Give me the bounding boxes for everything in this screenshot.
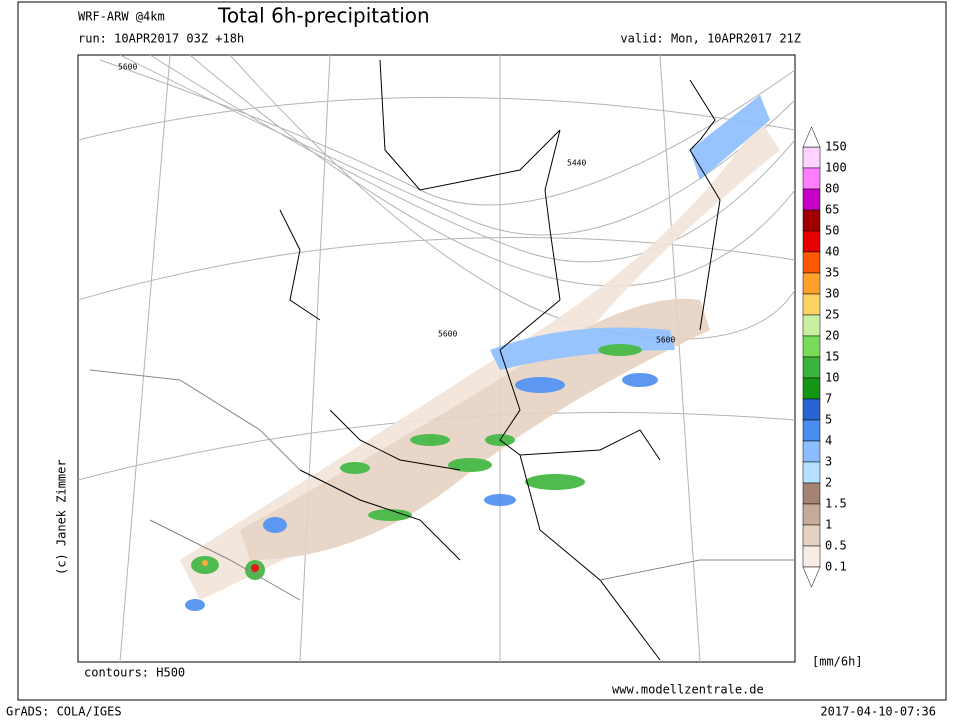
- legend-swatch: [802, 314, 821, 337]
- legend-label: 3: [825, 455, 832, 469]
- contour-label: 5600: [438, 330, 457, 339]
- legend-label: 35: [825, 266, 839, 280]
- software: GrADS: COLA/IGES: [6, 705, 122, 719]
- copyright: (c) Janek Zimmer: [55, 459, 69, 575]
- model-name: WRF-ARW @4km: [78, 10, 165, 24]
- map: 5600 5440 5600 5600: [77, 54, 796, 663]
- legend-swatch: [802, 377, 821, 400]
- legend-label: 40: [825, 245, 839, 259]
- legend-swatch: [802, 524, 821, 547]
- legend-swatch: [802, 356, 821, 379]
- legend-label: 65: [825, 203, 839, 217]
- valid-info: valid: Mon, 10APR2017 21Z: [620, 32, 801, 46]
- contour-label: 5600: [118, 63, 137, 72]
- legend-swatch: [802, 398, 821, 421]
- legend-swatch: [802, 146, 821, 169]
- legend-label: 10: [825, 371, 839, 385]
- legend-swatch: [802, 440, 821, 463]
- legend-label: 50: [825, 224, 839, 238]
- legend-arrow-bottom: [802, 566, 821, 588]
- title: Total 6h-precipitation: [217, 4, 430, 28]
- legend-label: 1: [825, 518, 832, 532]
- legend-swatch: [802, 230, 821, 253]
- contour-label: 5600: [656, 336, 675, 345]
- legend-swatch: [802, 272, 821, 295]
- legend-label: 1.5: [825, 497, 847, 511]
- legend-label: 20: [825, 329, 839, 343]
- frame: [17, 1, 947, 701]
- legend-swatch: [802, 188, 821, 211]
- legend-label: 150: [825, 140, 847, 154]
- legend-label: 0.1: [825, 560, 847, 574]
- legend-swatch: [802, 503, 821, 526]
- legend-swatch: [802, 251, 821, 274]
- timestamp: 2017-04-10-07:36: [820, 705, 936, 719]
- legend-swatch: [802, 167, 821, 190]
- legend-label: 5: [825, 413, 832, 427]
- legend-label: 80: [825, 182, 839, 196]
- legend-swatch: [802, 461, 821, 484]
- legend-label: 15: [825, 350, 839, 364]
- legend-label: 100: [825, 161, 847, 175]
- legend-swatch: [802, 545, 821, 568]
- legend-swatch: [802, 293, 821, 316]
- contours-note: contours: H500: [84, 666, 185, 680]
- legend: 150 100 80 65 50 40 35 30 25 20 15 10 7 5 4 3 2 1.5 1 0.5 0.…: [802, 126, 847, 588]
- legend-label: 4: [825, 434, 832, 448]
- legend-arrow-top: [802, 126, 821, 148]
- legend-label: 0.5: [825, 539, 847, 553]
- legend-swatch: [802, 482, 821, 505]
- unit: [mm/6h]: [812, 655, 863, 669]
- run-info: run: 10APR2017 03Z +18h: [78, 32, 244, 46]
- legend-label: 25: [825, 308, 839, 322]
- legend-label: 7: [825, 392, 832, 406]
- legend-swatch: [802, 335, 821, 358]
- legend-label: 30: [825, 287, 839, 301]
- legend-swatch: [802, 209, 821, 232]
- legend-label: 2: [825, 476, 832, 490]
- legend-swatch: [802, 419, 821, 442]
- contour-label: 5440: [567, 159, 586, 168]
- website: www.modellzentrale.de: [612, 683, 764, 697]
